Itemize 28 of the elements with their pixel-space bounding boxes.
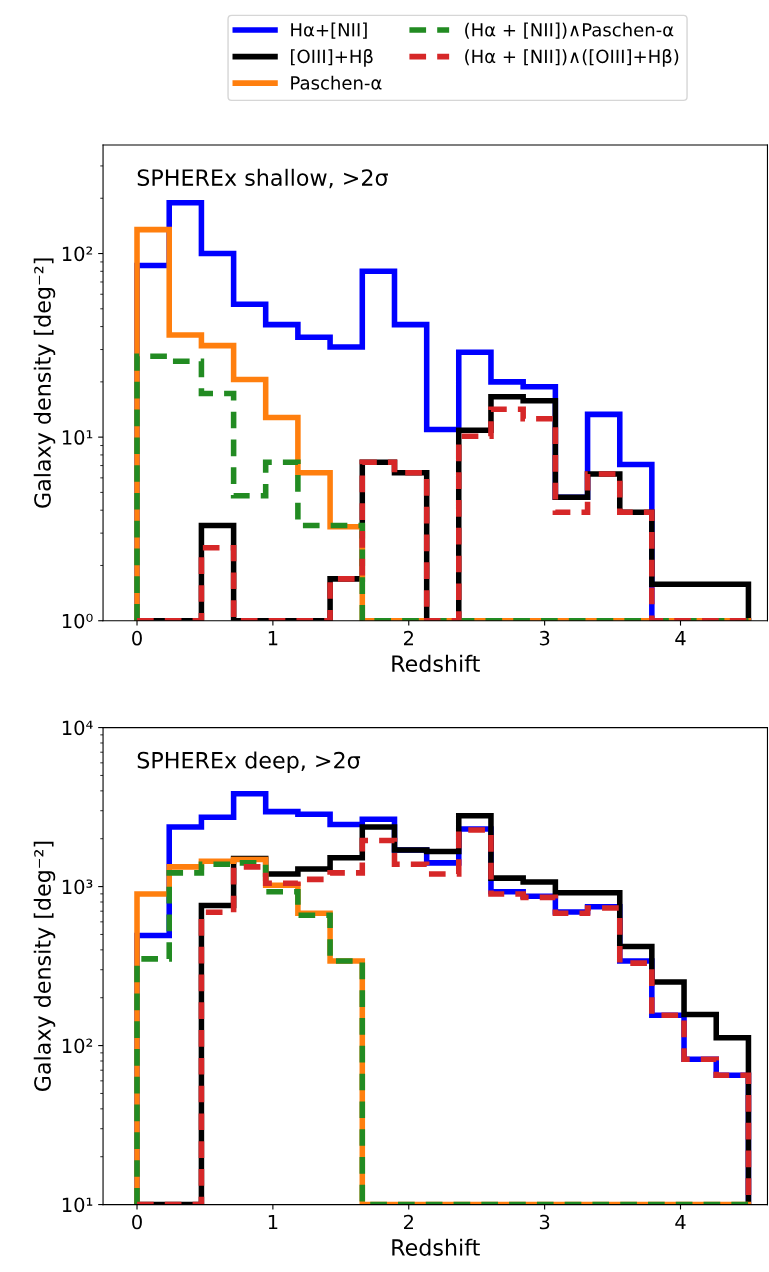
y-axis-title: Galaxy density [deg⁻²] xyxy=(33,258,56,508)
x-tick-label: 4 xyxy=(675,631,686,646)
x-axis-title: Redshift xyxy=(392,654,480,673)
x-tick-label: 2 xyxy=(404,630,413,646)
x-tick-label: 4 xyxy=(675,1214,686,1230)
y-tick-label: 10⁰ xyxy=(62,613,93,629)
x-tick-label: 3 xyxy=(539,630,550,646)
x-tick-label: 0 xyxy=(132,630,142,646)
legend-label: Paschen-α xyxy=(291,75,382,90)
legend-label: [OIII]+Hβ xyxy=(291,49,373,67)
x-tick-label: 3 xyxy=(539,1214,550,1230)
y-tick-label: 10² xyxy=(62,246,93,262)
x-tick-label: 1 xyxy=(268,631,278,646)
legend-label: (Hα + [NII])∧Paschen-α xyxy=(465,22,674,39)
annotation: SPHEREx deep, >2σ xyxy=(137,751,361,773)
y-tick-label: 10³ xyxy=(62,879,93,895)
x-tick-label: 0 xyxy=(132,1214,142,1230)
legend-label: Hα+[NII] xyxy=(291,22,367,39)
annotation: SPHEREx shallow, >2σ xyxy=(137,168,388,189)
y-tick-label: 10⁴ xyxy=(62,720,93,736)
x-tick-label: 1 xyxy=(268,1214,278,1230)
legend-label: (Hα + [NII])∧([OIII]+Hβ) xyxy=(465,49,679,67)
y-tick-label: 10¹ xyxy=(62,1197,93,1213)
y-tick-label: 10¹ xyxy=(62,430,93,445)
x-axis-title: Redshift xyxy=(392,1238,480,1256)
y-axis-title: Galaxy density [deg⁻²] xyxy=(33,841,56,1092)
x-tick-label: 2 xyxy=(404,1214,413,1230)
y-tick-label: 10² xyxy=(62,1038,93,1054)
